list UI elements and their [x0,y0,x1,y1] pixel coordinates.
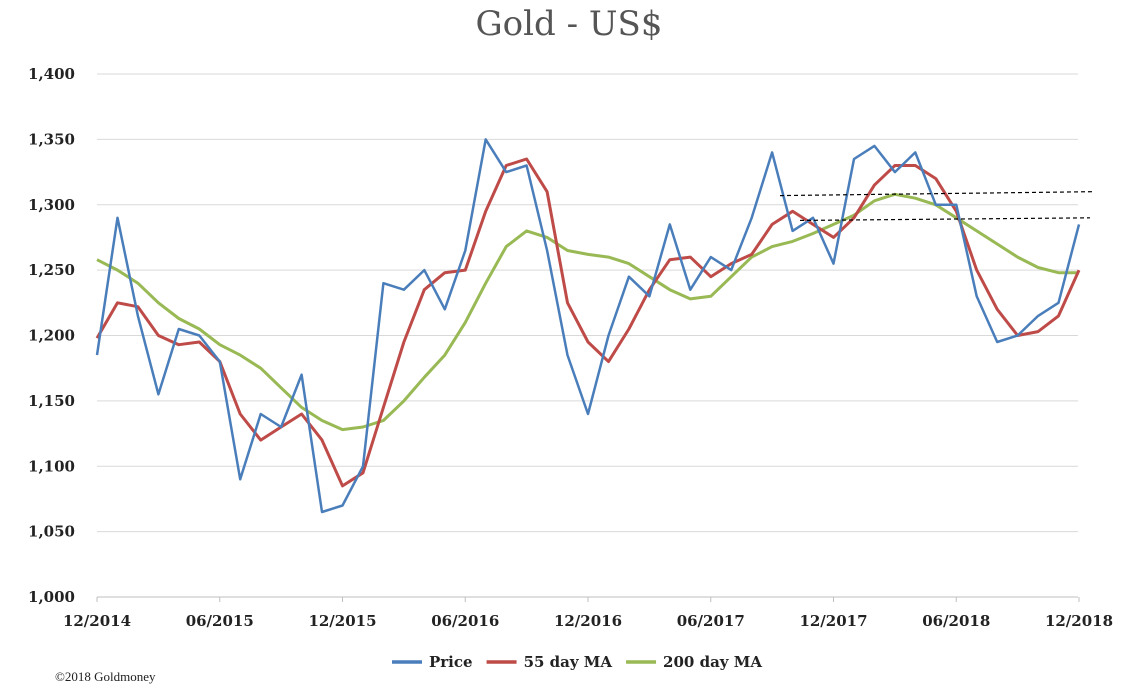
x-tick-label: 06/2016 [431,612,499,630]
legend-label: Price [429,653,473,671]
x-axis-ticks: 12/2014 06/2015 12/2015 06/2016 12/2016 06/20… [63,597,1113,630]
data-series [95,138,1081,514]
price-line [95,138,1081,514]
y-tick-label: 1,400 [28,65,75,83]
legend-label: 200 day MA [663,653,762,671]
x-tick-label: 12/2015 [308,612,376,630]
y-tick-label: 1,350 [28,130,75,148]
x-tick-label: 06/2018 [922,612,990,630]
y-tick-label: 1,150 [28,392,75,410]
legend: Price 55 day MA 200 day MA [392,653,762,671]
reference-line-upper [779,191,1094,197]
y-tick-label: 1,050 [28,523,75,541]
gridlines [97,73,1078,598]
y-tick-label: 1,100 [28,457,75,475]
y-tick-label: 1,250 [28,261,75,279]
x-tick-label: 12/2014 [63,612,131,630]
x-tick-label: 12/2017 [799,612,867,630]
y-tick-label: 1,200 [28,327,75,345]
y-tick-label: 1,000 [28,588,75,606]
x-tick-label: 06/2015 [186,612,254,630]
chart-title: Gold - US$ [476,4,663,44]
reference-line-lower [799,217,1091,222]
y-axis-ticks: 1,000 1,050 1,100 1,150 1,200 1,250 1,300 1,350… [28,65,75,606]
legend-label: 55 day MA [524,653,613,671]
x-tick-label: 12/2018 [1045,612,1113,630]
reference-lines [779,191,1094,222]
55-day-ma-line [95,157,1081,488]
200-day-ma-line [96,192,1079,432]
copyright-note: ©2018 Goldmoney [55,669,156,684]
x-tick-label: 12/2016 [554,612,622,630]
x-tick-label: 06/2017 [677,612,745,630]
y-tick-label: 1,300 [28,196,75,214]
